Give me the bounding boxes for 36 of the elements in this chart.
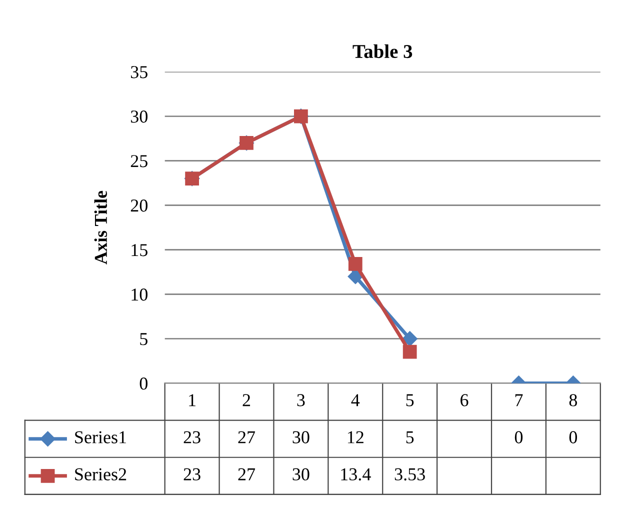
x-tick-label: 5 [406,394,414,406]
point [402,331,418,346]
y-tick-label: 5 [140,333,148,346]
x-tick-label: 2 [242,394,250,406]
x-tick-label: 4 [351,394,360,406]
data-label: 0 [569,431,577,444]
legend-label: Series2 [75,468,126,480]
data-label: 0 [514,431,523,444]
data-label: 27 [238,468,256,480]
y-tick-label: 0 [140,377,148,390]
y-tick-label: 10 [132,288,148,301]
point [348,268,363,284]
x-tick-label: 7 [515,394,523,406]
x-tick-label: 1 [189,394,196,406]
y-tick-label: 35 [130,66,148,78]
x-tick-label: 3 [297,394,305,406]
x-tick-label: 6 [460,394,468,406]
x-tick-label: 8 [569,394,577,406]
y-tick-label: 25 [130,155,148,168]
y-axis-title: Axis Title [94,190,108,264]
data-label: 13.4 [341,468,371,481]
data-label: 5 [406,431,414,444]
point [402,344,417,359]
point [348,257,362,271]
chart-title: Table 3 [352,44,412,58]
legend-label: Series1 [75,431,126,444]
data-label: 27 [238,431,256,444]
data-label: 23 [184,468,200,480]
y-tick-label: 20 [130,200,148,212]
y-tick-label: 15 [132,244,148,256]
data-label: 23 [184,431,200,444]
data-label: 3.53 [394,468,425,481]
data-label: 12 [348,431,364,444]
data-label: 30 [292,468,310,480]
y-tick-label: 30 [130,110,148,123]
data-label: 30 [292,431,310,444]
